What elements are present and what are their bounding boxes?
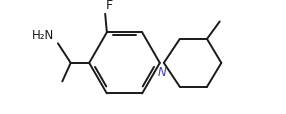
Text: N: N	[158, 65, 166, 78]
Text: H₂N: H₂N	[32, 28, 54, 41]
Text: F: F	[106, 0, 113, 12]
